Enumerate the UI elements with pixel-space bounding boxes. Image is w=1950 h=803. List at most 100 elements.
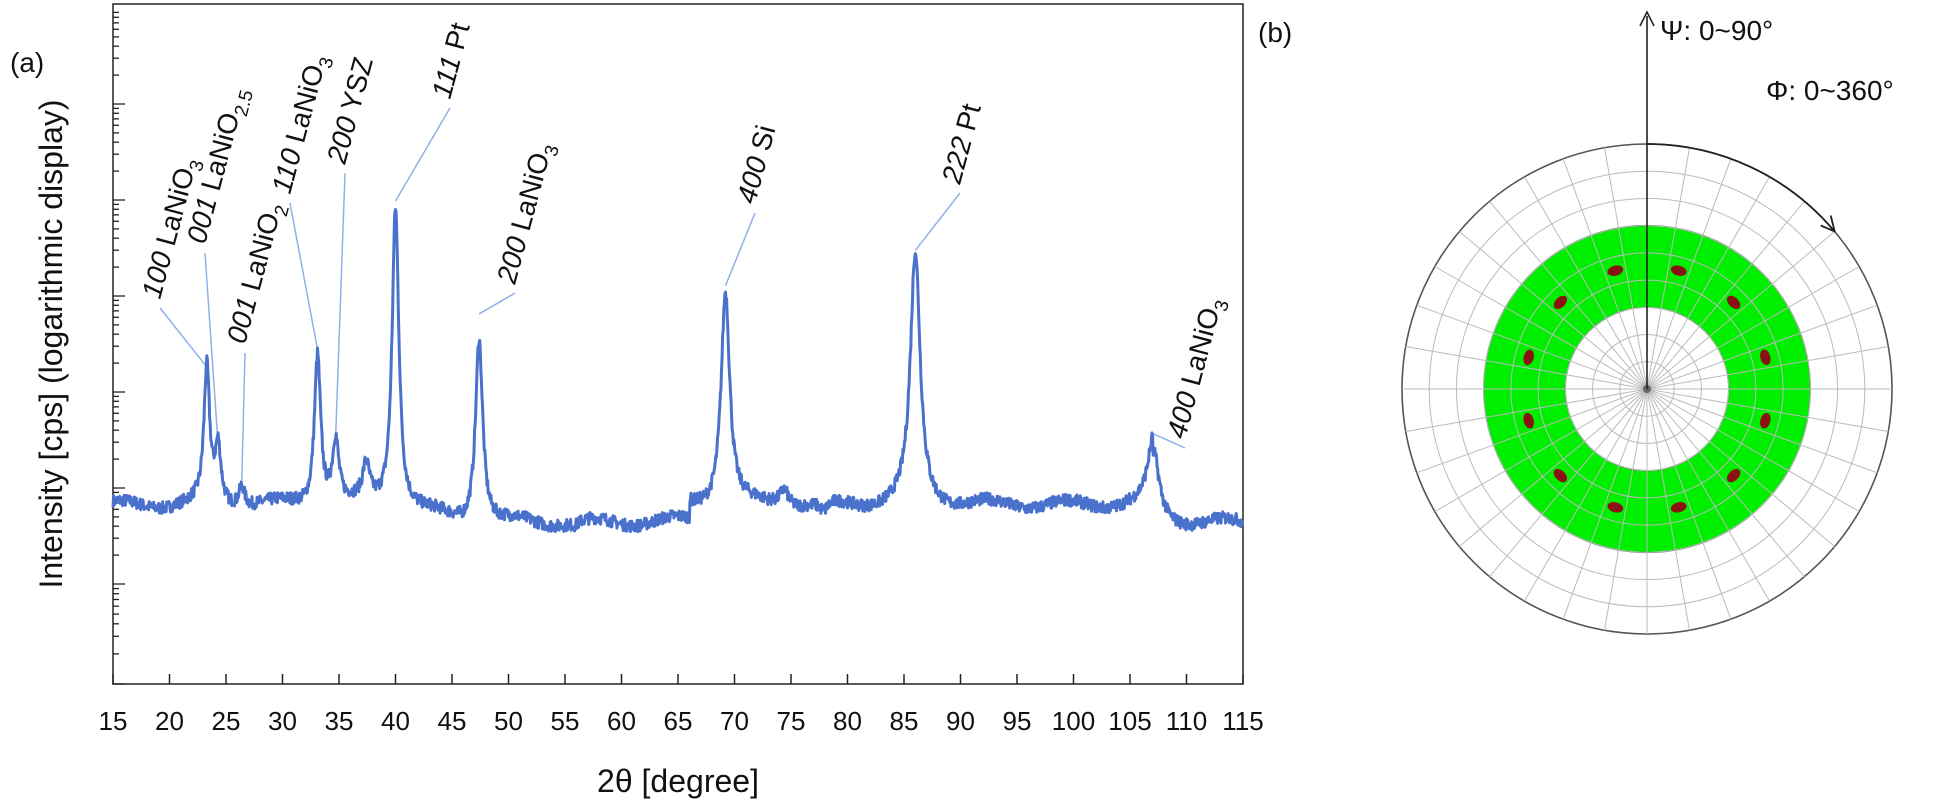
- x-tick-label: 65: [664, 706, 693, 736]
- phi-gridline: [1434, 266, 1648, 390]
- hkl-index: 200: [321, 113, 363, 168]
- phi-gridline: [1646, 345, 1889, 390]
- leader-line: [724, 212, 756, 287]
- phi-gridline: [1646, 200, 1805, 390]
- x-tick-label: 30: [268, 706, 297, 736]
- phi-gridline: [1646, 388, 1691, 631]
- phase-name: Pt: [437, 19, 476, 60]
- plot-frame: [112, 3, 1244, 685]
- phi-gridline: [1646, 388, 1805, 578]
- pole-spot: [1607, 265, 1624, 276]
- x-tick-label: 45: [438, 706, 467, 736]
- phi-gridline: [1489, 388, 1648, 578]
- phi-gridline: [1646, 231, 1836, 390]
- hkl-index: 100: [136, 248, 178, 302]
- phi-gridline: [1603, 147, 1648, 390]
- pole-spot: [1726, 295, 1741, 310]
- x-tick-label: 85: [890, 706, 919, 736]
- phase-subscript: 3: [541, 143, 564, 159]
- x-tick-label: 15: [99, 706, 128, 736]
- phase-name: LaNiO: [277, 61, 330, 153]
- x-tick-label: 60: [607, 706, 636, 736]
- x-tick-label: 25: [212, 706, 241, 736]
- y-axis-log-ticks: [113, 11, 125, 685]
- phi-gridline: [1416, 304, 1648, 390]
- polar-grid: [1401, 143, 1893, 635]
- leader-line: [204, 252, 219, 445]
- x-tick-label: 40: [381, 706, 410, 736]
- x-tick-label: 20: [155, 706, 184, 736]
- x-tick-label: 100: [1052, 706, 1095, 736]
- hkl-index: 400: [731, 153, 773, 207]
- phi-gridline: [1434, 388, 1648, 512]
- phi-gridline: [1603, 388, 1648, 631]
- phi-gridline: [1646, 176, 1770, 390]
- hkl-index: 222: [936, 133, 978, 188]
- phi-gridline: [1646, 388, 1878, 474]
- x-tick-label: 35: [325, 706, 354, 736]
- hkl-index: 400: [1161, 388, 1203, 442]
- xrd-series-line: [111, 208, 1244, 534]
- phase-subscript: 3: [315, 55, 338, 71]
- leader-line: [394, 107, 451, 202]
- x-axis-tick-labels: 15 20 25 30 35 40 45 50 55 60 65 70 75 80 85 90 95 100 105…: [99, 706, 1264, 736]
- phi-gridline: [1646, 388, 1836, 547]
- phi-gridline: [1405, 345, 1648, 390]
- psi-arrowhead: [1639, 10, 1655, 27]
- leader-line: [289, 202, 319, 350]
- pole-spot: [1523, 349, 1534, 366]
- x-tick-label: 70: [720, 706, 749, 736]
- phi-gridline: [1458, 231, 1648, 390]
- peak-label: 001 LaNiO2: [221, 199, 294, 348]
- x-tick-label: 50: [494, 706, 523, 736]
- pole-figure: Ψ: 0~90° Φ: 0~360°: [1401, 10, 1894, 635]
- phi-arrowhead: [1820, 215, 1837, 234]
- peak-leader-lines: [159, 107, 1186, 480]
- phi-gridline: [1646, 388, 1732, 620]
- x-tick-label: 105: [1108, 706, 1151, 736]
- pole-spot: [1553, 468, 1568, 483]
- x-axis-title: 2θ [degree]: [597, 763, 759, 799]
- x-axis-ticks: [112, 674, 1244, 684]
- phase-name: LaNiO: [1173, 304, 1226, 396]
- peak-label: 111 Pt: [426, 19, 476, 101]
- phi-gridline: [1489, 200, 1648, 390]
- x-tick-label: 75: [777, 706, 806, 736]
- x-tick-label: 115: [1222, 706, 1263, 736]
- y-axis-title: Intensity [cps] (logarithmic display): [33, 99, 69, 588]
- phi-gridline: [1646, 388, 1860, 512]
- leader-line: [478, 292, 516, 315]
- x-tick-label: 110: [1166, 706, 1207, 736]
- x-tick-label: 95: [1003, 706, 1032, 736]
- x-tick-label: 55: [551, 706, 580, 736]
- panel-b-label: (b): [1258, 17, 1292, 48]
- phi-gridline: [1405, 388, 1648, 433]
- pole-spot: [1553, 295, 1568, 310]
- phi-gridline: [1646, 388, 1770, 602]
- pole-spot: [1523, 412, 1534, 429]
- phi-gridline: [1524, 176, 1648, 390]
- peak-label: 400 LaNiO3: [1161, 294, 1234, 443]
- peak-label: 110 LaNiO3: [266, 51, 339, 198]
- phi-gridline: [1458, 388, 1648, 547]
- phi-axis-label: Φ: 0~360°: [1766, 75, 1894, 106]
- phi-gridline: [1646, 266, 1860, 390]
- panel-a-label: (a): [10, 47, 44, 78]
- phase-subscript: 2.5: [231, 88, 258, 119]
- phi-gridline: [1524, 388, 1648, 602]
- leader-line: [914, 192, 961, 251]
- phase-subscript: 3: [1211, 298, 1234, 314]
- hkl-index: 200: [491, 233, 533, 288]
- phi-axis-arc: [1646, 143, 1836, 233]
- pole-spot: [1670, 265, 1687, 276]
- pole-spot: [1726, 468, 1741, 483]
- phi-gridline: [1646, 388, 1889, 433]
- phi-gridline: [1646, 147, 1691, 390]
- phase-subscript: 2: [271, 203, 294, 219]
- leader-line: [159, 307, 208, 368]
- x-tick-label: 90: [946, 706, 975, 736]
- pole-spot: [1760, 412, 1771, 429]
- peak-label: 222 Pt: [936, 100, 987, 187]
- pole-spot: [1760, 349, 1771, 366]
